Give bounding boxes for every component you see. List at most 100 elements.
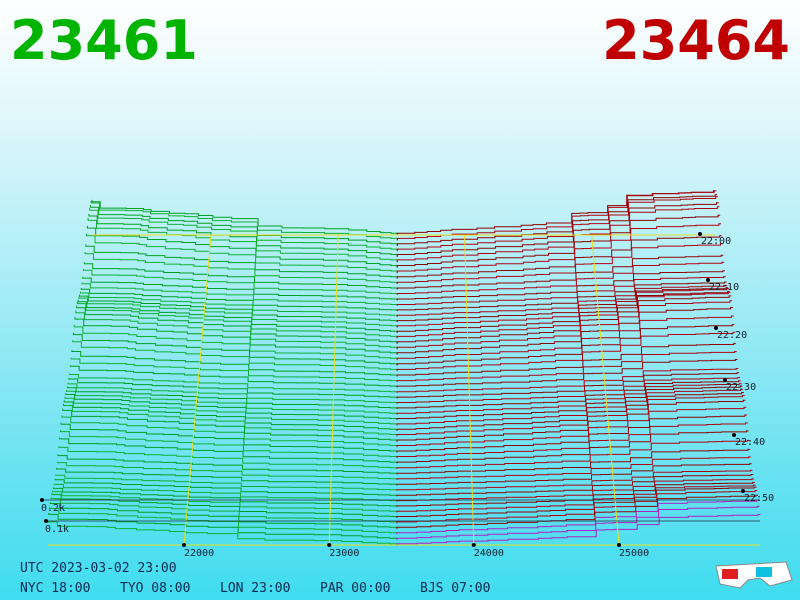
depth-line — [66, 386, 398, 409]
depth-line — [83, 262, 398, 290]
tick-dot — [714, 326, 718, 330]
depth-line — [396, 439, 750, 469]
depth-line — [396, 484, 756, 513]
depth-line — [396, 254, 724, 290]
depth-line — [396, 490, 758, 524]
depth-line — [396, 383, 742, 415]
tick-dot — [617, 543, 622, 547]
tick-dot — [44, 519, 48, 523]
depth-curves — [47, 190, 761, 545]
depth-line — [396, 486, 757, 518]
depth-line — [396, 300, 733, 350]
depth-line — [396, 351, 737, 382]
price-grid-line — [464, 234, 475, 546]
depth-line — [90, 201, 398, 241]
depth-line — [396, 196, 718, 252]
depth-line — [396, 331, 736, 371]
depth-line — [396, 306, 733, 355]
depth-line — [79, 291, 398, 317]
depth-line — [66, 389, 398, 415]
depth-line — [396, 377, 740, 404]
depth-line — [62, 403, 398, 437]
depth-line — [57, 454, 398, 475]
depth-line — [396, 395, 745, 437]
price-label: 23000 — [329, 548, 359, 559]
depth-line — [54, 478, 398, 497]
depth-line — [396, 270, 725, 301]
depth-line — [396, 463, 752, 486]
depth-line — [396, 414, 748, 453]
depth-line — [53, 483, 398, 502]
depth-line — [79, 294, 398, 322]
depth-line — [83, 269, 398, 295]
price-grid-line — [183, 234, 212, 546]
depth-line — [51, 493, 398, 518]
depth-line — [80, 288, 398, 312]
depth-line — [49, 502, 398, 529]
depth-line — [396, 214, 721, 268]
depth-line — [396, 359, 738, 388]
price-grid-line — [591, 234, 620, 546]
depth-line — [396, 206, 720, 263]
depth-line — [68, 378, 398, 399]
depth-line — [63, 400, 398, 431]
depth-line — [396, 406, 747, 448]
tick-dot — [698, 232, 702, 236]
time-label: 22:10 — [709, 282, 739, 293]
depth-line — [396, 276, 726, 306]
depth-line — [76, 305, 398, 344]
depth-line — [396, 474, 754, 497]
depth-line — [73, 332, 398, 366]
depth-line — [88, 213, 398, 257]
price-label: 25000 — [619, 548, 649, 559]
depth-line — [396, 505, 760, 540]
depth-line — [59, 430, 398, 458]
tick-dot — [181, 543, 186, 547]
tick-dot — [741, 489, 745, 493]
depth-line — [71, 350, 398, 377]
depth-line — [85, 244, 398, 279]
depth-line — [56, 461, 398, 480]
tick-dot — [723, 378, 727, 382]
depth-line — [396, 399, 746, 442]
depth-line — [61, 415, 398, 448]
depth-line — [72, 340, 398, 371]
depth-line — [59, 437, 398, 464]
depth-line — [69, 373, 398, 393]
city-clock: TYO 08:00 — [120, 581, 190, 596]
depth-line — [70, 357, 398, 382]
depth-line — [396, 385, 743, 420]
tick-dot — [471, 543, 476, 547]
depth-line — [396, 235, 722, 279]
grid: 22000 23000 24000 25000 0.2k 0.1k 22:00 22:10 22… — [40, 232, 774, 559]
depth-line — [396, 478, 755, 502]
depth-line — [396, 342, 736, 377]
city-clock: BJS 07:00 — [420, 581, 490, 596]
depth-line — [56, 468, 398, 486]
depth-label: 0.1k — [45, 524, 69, 535]
depth-line — [69, 365, 398, 388]
tick-dot — [40, 498, 44, 502]
time-label: 22:30 — [726, 382, 756, 393]
depth-line — [64, 396, 398, 426]
tick-dot — [732, 433, 736, 437]
depth-line — [396, 513, 761, 545]
ask-price: 23464 — [602, 9, 790, 72]
depth-line — [396, 430, 749, 464]
depth-line — [396, 481, 755, 507]
depth-line — [75, 310, 398, 350]
depth-line — [58, 446, 398, 469]
depth-line — [74, 317, 398, 355]
depth-line — [55, 474, 398, 491]
depth-line — [396, 315, 734, 361]
depth-line — [81, 282, 398, 306]
utc-time: UTC 2023-03-02 23:00 — [20, 561, 177, 576]
glasses-icon — [715, 561, 793, 589]
depth-line — [396, 223, 721, 274]
depth-line — [396, 368, 739, 393]
tick-dot — [327, 543, 332, 547]
time-label: 22:50 — [744, 493, 774, 504]
depth-line — [82, 276, 398, 301]
depth-line — [78, 296, 398, 328]
